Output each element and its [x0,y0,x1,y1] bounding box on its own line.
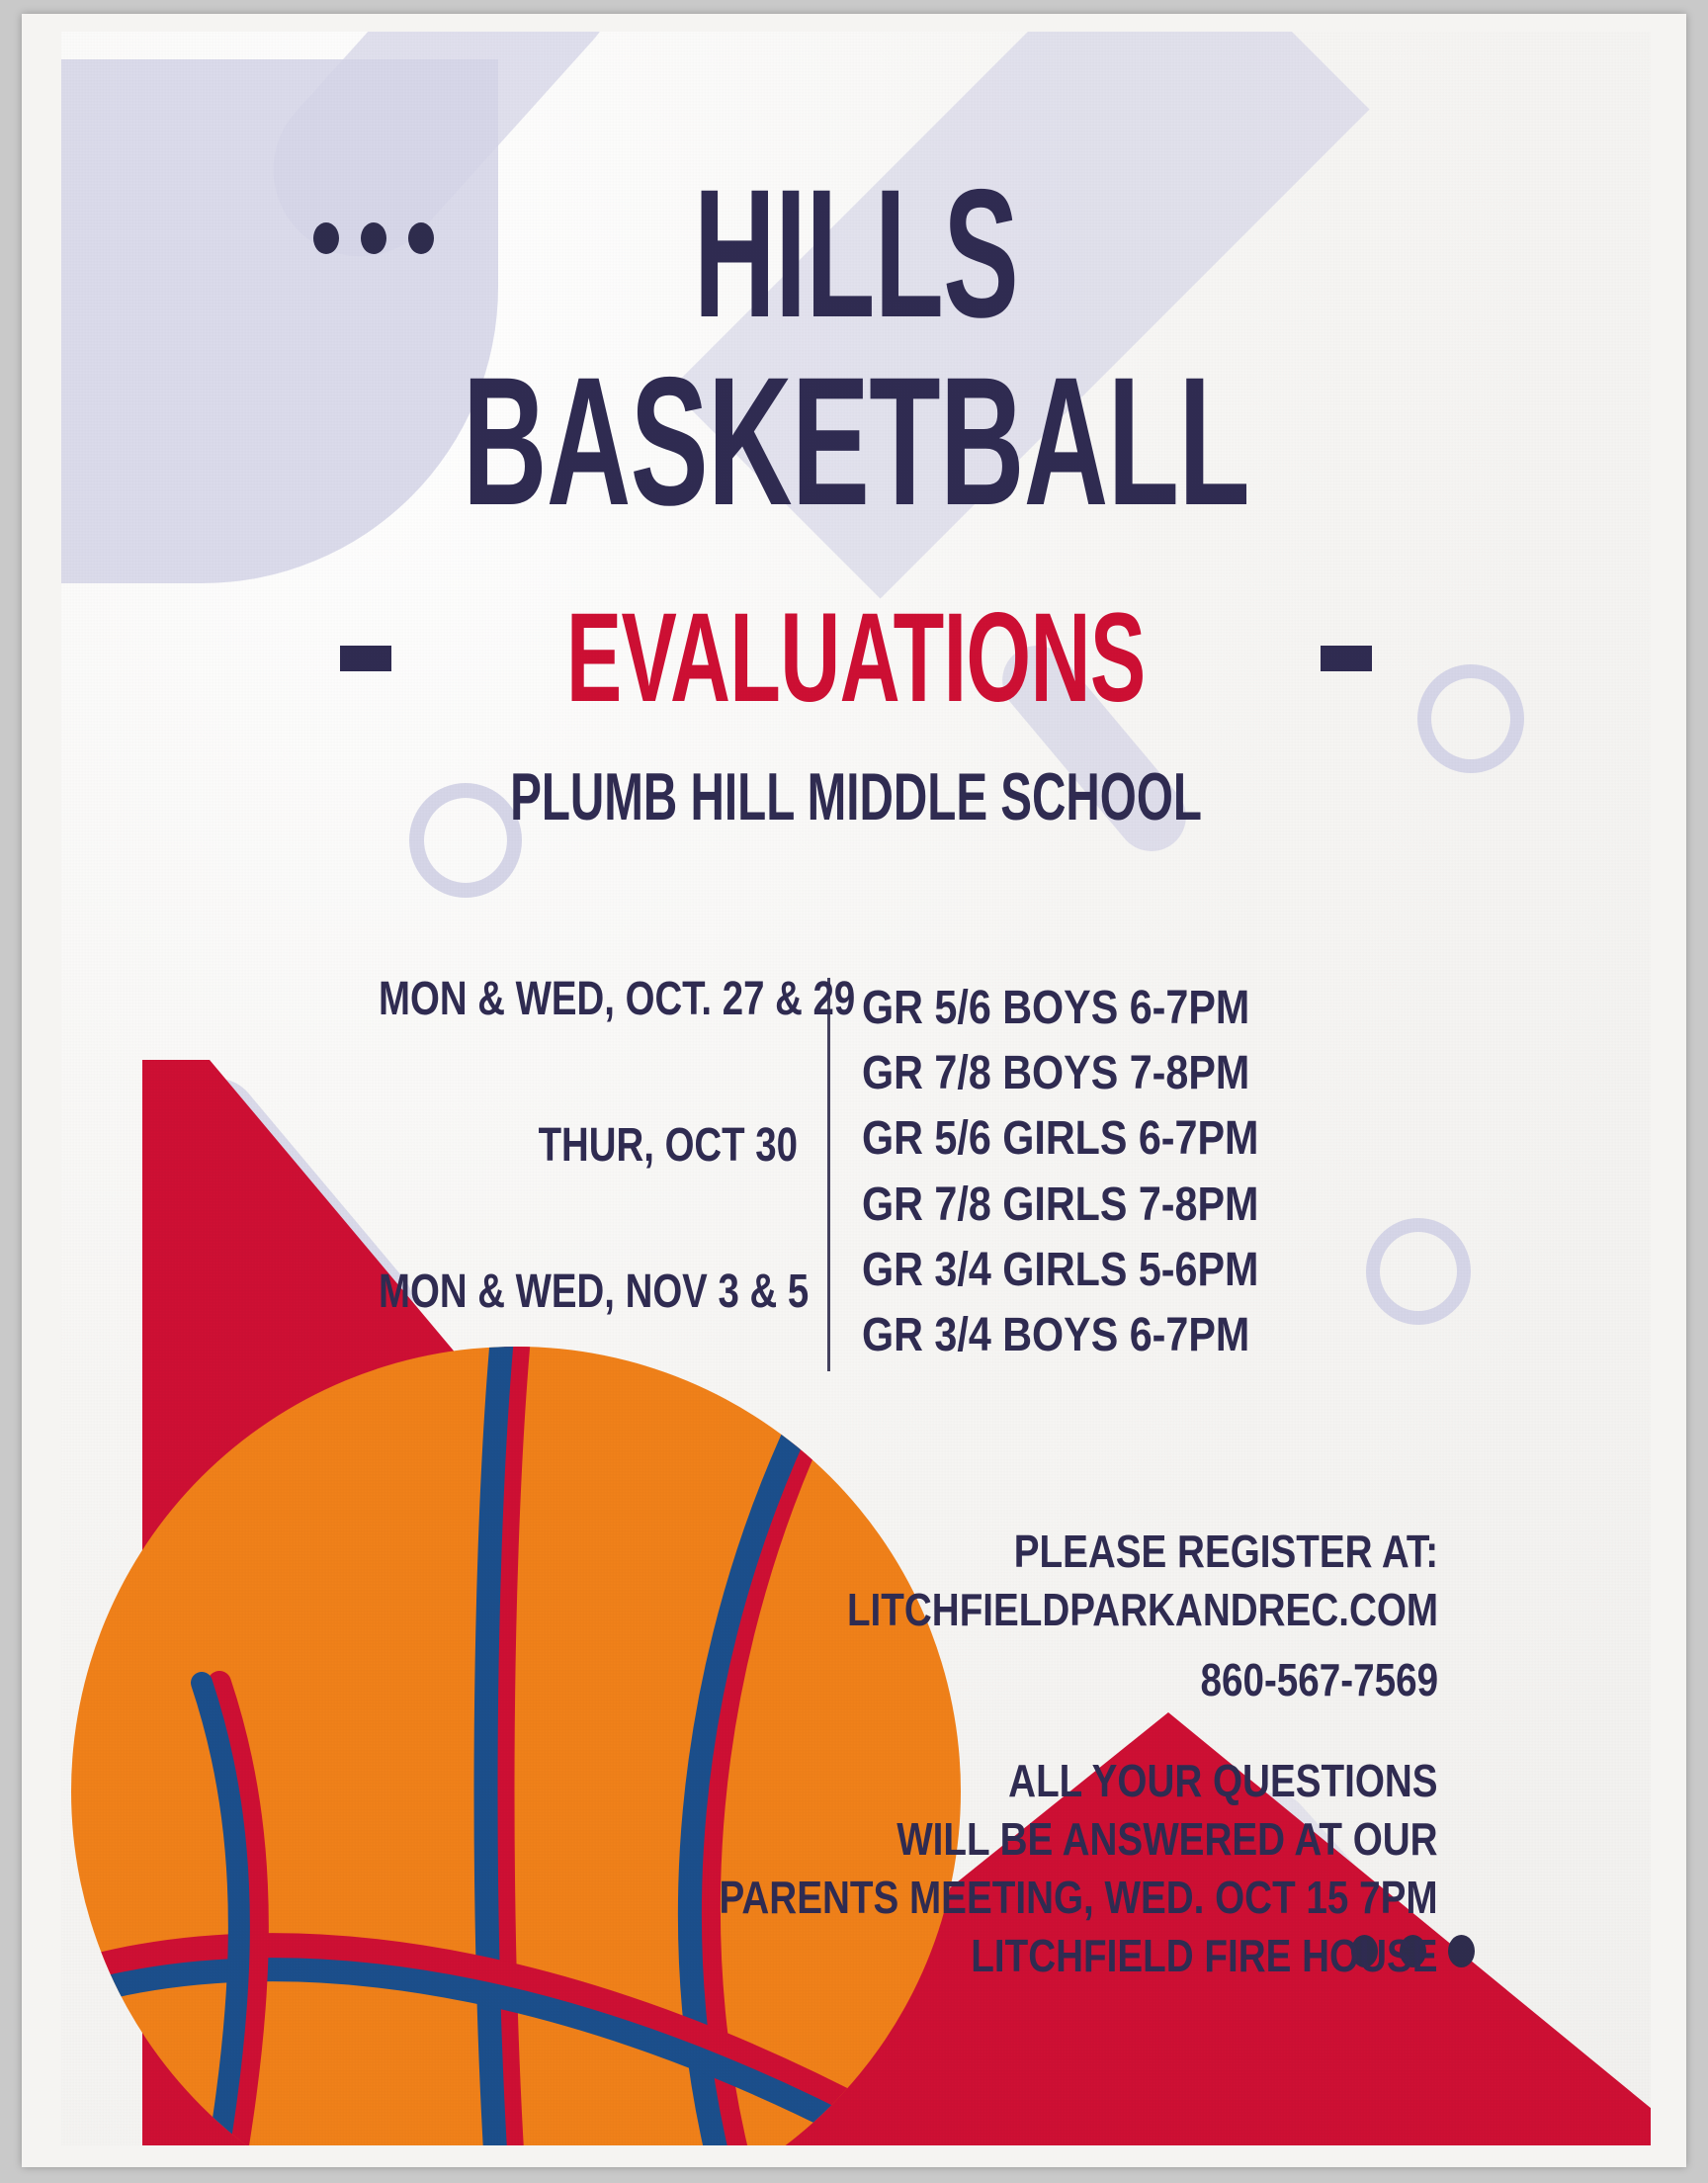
parents-meeting-line: PARENTS MEETING, WED. OCT 15 7PM [719,1871,1438,1923]
schedule-slots-column: GR 5/6 BOYS 6-7PM GR 7/8 BOYS 7-8PM GR 5… [830,976,1324,1368]
scanned-sheet: HILLS BASKETBALL EVALUATIONS PLUMB HILL … [22,14,1686,2167]
register-heading: PLEASE REGISTER AT: [1013,1526,1438,1577]
basketball-illustration [71,1347,961,2145]
schedule-dates-column: MON & WED, OCT. 27 & 29 THUR, OCT 30 MON… [274,973,856,1318]
schedule-date: MON & WED, OCT. 27 & 29 [379,973,856,1025]
school-name: PLUMB HILL MIDDLE SCHOOL [510,759,1202,834]
schedule-slot: GR 7/8 BOYS 7-8PM [862,1047,1250,1100]
schedule-slot: GR 7/8 GIRLS 7-8PM [862,1178,1259,1231]
meeting-location-line: LITCHFIELD FIRE HOUSE [971,1929,1438,1981]
subtitle-evaluations: EVALUATIONS [566,587,1146,729]
schedule-slot: GR 5/6 BOYS 6-7PM [862,982,1250,1034]
schedule-slot: GR 3/4 GIRLS 5-6PM [862,1243,1259,1296]
questions-line-2: WILL BE ANSWERED AT OUR [897,1812,1438,1865]
questions-block: ALL YOUR QUESTIONS WILL BE ANSWERED AT O… [582,1752,1438,1985]
register-website[interactable]: LITCHFIELDPARKANDREC.COM [846,1583,1438,1635]
dot [1400,1935,1426,1967]
dot [313,222,339,254]
questions-line-1: ALL YOUR QUESTIONS [1008,1755,1438,1806]
three-dots-top-left [313,222,434,254]
dot [1448,1935,1475,1967]
flyer-paper: HILLS BASKETBALL EVALUATIONS PLUMB HILL … [61,32,1651,2145]
dash-right-icon [1320,646,1372,671]
schedule-section: MON & WED, OCT. 27 & 29 THUR, OCT 30 MON… [274,976,1440,1371]
schedule-date: THUR, OCT 30 [538,1119,798,1172]
title-line-hills: HILLS [693,152,1019,356]
dot [408,222,434,254]
dot [361,222,386,254]
registration-block: PLEASE REGISTER AT: LITCHFIELDPARKANDREC… [734,1523,1438,1709]
schedule-slot: GR 3/4 BOYS 6-7PM [862,1309,1250,1362]
column-divider [827,978,830,1371]
dash-left-icon [340,646,392,671]
three-dots-bottom-right [1351,1935,1475,1967]
schedule-slot: GR 5/6 GIRLS 6-7PM [862,1112,1259,1166]
dot [1351,1935,1378,1967]
subtitle-row: EVALUATIONS [61,595,1651,722]
register-phone[interactable]: 860-567-7569 [1200,1653,1438,1705]
schedule-date: MON & WED, NOV 3 & 5 [379,1266,810,1318]
title-line-basketball: BASKETBALL [462,340,1250,544]
